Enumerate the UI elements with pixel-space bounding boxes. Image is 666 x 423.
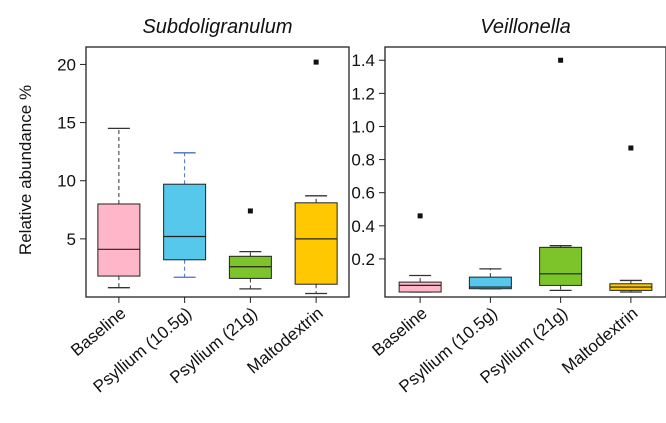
box-3 xyxy=(294,59,338,295)
panel-title: Subdoligranulum xyxy=(142,16,292,38)
x-category-label: Maltodextrin xyxy=(558,304,641,378)
panel-frame xyxy=(384,46,666,298)
y-tick-label: 20 xyxy=(57,55,76,74)
y-tick-label: 15 xyxy=(57,114,76,133)
box-1 xyxy=(163,152,207,278)
iqr-box xyxy=(539,246,583,286)
iqr-box xyxy=(294,202,338,285)
iqr-box xyxy=(398,281,442,293)
y-tick-label: 0.2 xyxy=(351,250,375,269)
y-tick-label: 1.4 xyxy=(351,51,375,70)
y-tick-label: 0.8 xyxy=(351,151,375,170)
box-2 xyxy=(539,57,583,292)
y-tick-label: 5 xyxy=(67,230,76,249)
box-1 xyxy=(468,268,512,290)
y-axis-label: Relative abundance % xyxy=(16,85,35,255)
outlier-point xyxy=(247,208,253,214)
iqr-box xyxy=(163,183,207,261)
y-tick-label: 1.0 xyxy=(351,117,375,136)
x-category-label: Baseline xyxy=(67,304,129,360)
y-tick-label: 1.2 xyxy=(351,84,375,103)
y-tick-label: 0.4 xyxy=(351,217,375,236)
box-0 xyxy=(97,127,141,289)
y-tick-label: 0.6 xyxy=(351,184,375,203)
x-category-label: Baseline xyxy=(369,304,431,360)
outlier-point xyxy=(558,57,564,63)
box-3 xyxy=(609,145,653,293)
box-2 xyxy=(228,208,272,290)
outlier-point xyxy=(313,59,319,65)
panel-frame xyxy=(85,46,350,298)
iqr-box xyxy=(468,276,512,290)
outlier-point xyxy=(628,145,634,151)
chart-panel-veillonella: Veillonella 0.2 0.4 0.6 0.8 1.0 1.2 1.4 Baseline… xyxy=(351,16,666,396)
outlier-point xyxy=(417,213,423,219)
iqr-box xyxy=(97,203,141,277)
box-0 xyxy=(398,213,442,293)
panel-title: Veillonella xyxy=(480,16,570,38)
y-tick-label: 10 xyxy=(57,172,76,191)
